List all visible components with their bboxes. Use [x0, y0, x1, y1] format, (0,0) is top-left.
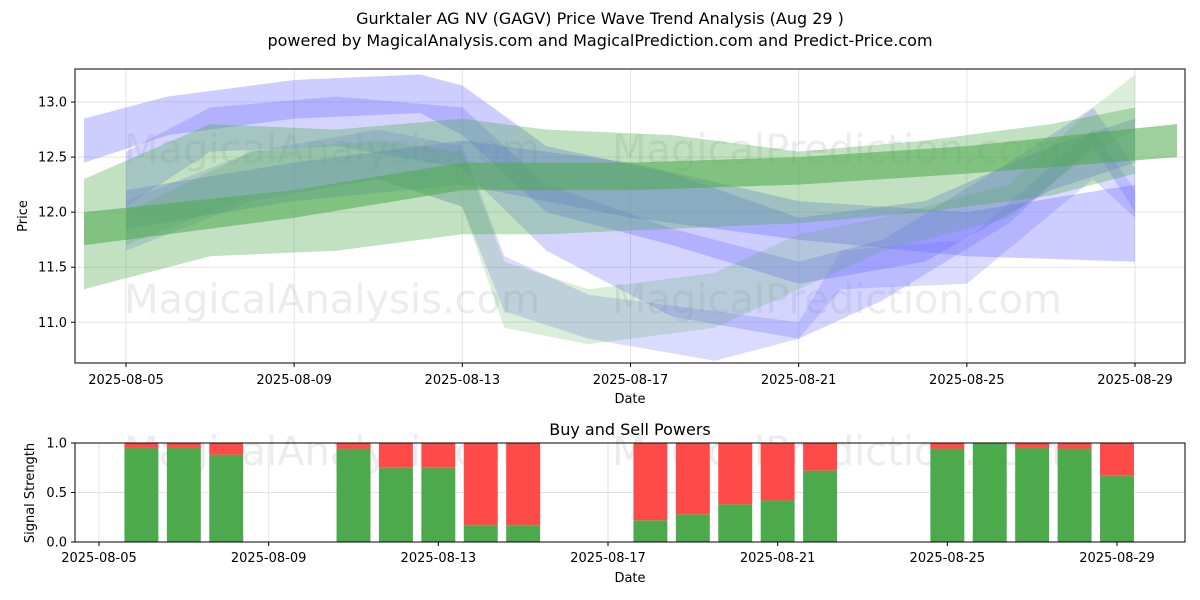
- buy-sell-x-tick-label: 2025-08-05: [61, 551, 137, 566]
- price-y-axis-label: Price: [16, 200, 31, 232]
- buy-bar: [166, 447, 201, 542]
- watermark-text: MagicalPrediction.com: [612, 277, 1062, 323]
- buy-sell-x-ticks: 2025-08-05 2025-08-09 2025-08-13 2025-08-17…: [61, 542, 1155, 566]
- watermark-text: MagicalAnalysis.com: [124, 277, 540, 323]
- sell-bar: [760, 443, 795, 501]
- chart-title: Gurktaler AG NV (GAGV) Price Wave Trend …: [356, 9, 844, 28]
- buy-sell-y-ticks: 0.0 0.5 1.0: [46, 437, 75, 551]
- price-x-tick-label: 2025-08-29: [1097, 373, 1173, 388]
- sell-bar: [421, 443, 456, 468]
- sell-bar: [506, 443, 541, 526]
- price-y-tick-label: 11.0: [38, 316, 67, 331]
- band-green-wave-2: [126, 74, 1135, 345]
- buy-sell-x-tick-label: 2025-08-21: [740, 551, 816, 566]
- sell-bar: [633, 443, 668, 521]
- price-x-tick-label: 2025-08-17: [593, 373, 669, 388]
- sell-bar: [930, 443, 965, 449]
- buy-bar: [506, 525, 541, 542]
- price-x-tick-label: 2025-08-13: [425, 373, 501, 388]
- price-x-tick-label: 2025-08-21: [761, 373, 837, 388]
- price-x-tick-label: 2025-08-09: [256, 373, 332, 388]
- buy-sell-y-axis-label: Signal Strength: [23, 443, 38, 543]
- buy-sell-x-tick-label: 2025-08-13: [401, 551, 477, 566]
- buy-sell-y-tick-label: 1.0: [46, 437, 67, 452]
- buy-bar: [633, 520, 668, 542]
- buy-sell-x-tick-label: 2025-08-25: [910, 551, 986, 566]
- sell-bar: [675, 443, 710, 515]
- chart-subtitle: powered by MagicalAnalysis.com and Magic…: [267, 31, 933, 50]
- buy-sell-y-tick-label: 0.5: [46, 486, 67, 501]
- buy-sell-x-tick-label: 2025-08-17: [570, 551, 646, 566]
- sell-bar: [463, 443, 498, 526]
- price-y-tick-label: 12.5: [38, 151, 67, 166]
- buy-sell-chart: Buy and Sell Powers MagicalAnalysis.comM…: [23, 420, 1186, 586]
- buy-sell-title: Buy and Sell Powers: [549, 420, 711, 439]
- buy-bar: [1057, 448, 1092, 542]
- price-x-tick-label: 2025-08-05: [88, 373, 164, 388]
- buy-bar: [1100, 475, 1134, 542]
- band-blue-trend: [126, 140, 1135, 262]
- buy-bar: [336, 448, 371, 542]
- buy-bar: [1015, 447, 1050, 542]
- price-x-ticks: 2025-08-05 2025-08-09 2025-08-13 2025-08-17…: [88, 363, 1173, 388]
- buy-bar: [209, 454, 244, 542]
- buy-sell-x-axis-label: Date: [614, 571, 645, 586]
- buy-sell-x-tick-label: 2025-08-09: [231, 551, 307, 566]
- buy-bar: [378, 467, 413, 542]
- sell-bar: [124, 443, 159, 448]
- price-x-tick-label: 2025-08-25: [929, 373, 1005, 388]
- buy-bar: [675, 514, 710, 542]
- band-blue-wave-2: [126, 96, 1135, 339]
- sell-bar: [1100, 443, 1134, 476]
- buy-bar: [803, 470, 838, 542]
- sell-bar: [803, 443, 838, 471]
- buy-bar: [972, 443, 1007, 542]
- buy-bar: [930, 448, 965, 542]
- buy-sell-bars: [124, 443, 1134, 542]
- buy-bar: [463, 525, 498, 542]
- band-green-trend: [84, 124, 1177, 246]
- price-y-tick-label: 13.0: [38, 96, 67, 111]
- sell-bar: [166, 443, 201, 448]
- sell-bar: [336, 443, 371, 449]
- price-x-axis-label: Date: [614, 392, 645, 407]
- buy-bar: [124, 447, 159, 542]
- band-blue-wave-3: [126, 129, 1135, 361]
- buy-bar: [421, 467, 456, 542]
- buy-bar: [718, 504, 753, 542]
- sell-bar: [378, 443, 413, 468]
- price-bands: [84, 74, 1177, 361]
- price-wave-chart: MagicalAnalysis.com MagicalPrediction.com…: [16, 68, 1186, 407]
- price-y-ticks: 11.0 11.5 12.0 12.5 13.0: [38, 96, 75, 331]
- buy-bar: [760, 500, 795, 542]
- price-y-tick-label: 11.5: [38, 261, 67, 276]
- buy-sell-x-tick-label: 2025-08-29: [1079, 551, 1155, 566]
- sell-bar: [1057, 443, 1092, 449]
- sell-bar: [209, 443, 244, 455]
- sell-bar: [718, 443, 753, 505]
- buy-sell-y-tick-label: 0.0: [46, 536, 67, 551]
- sell-bar: [1015, 443, 1050, 448]
- price-y-tick-label: 12.0: [38, 206, 67, 221]
